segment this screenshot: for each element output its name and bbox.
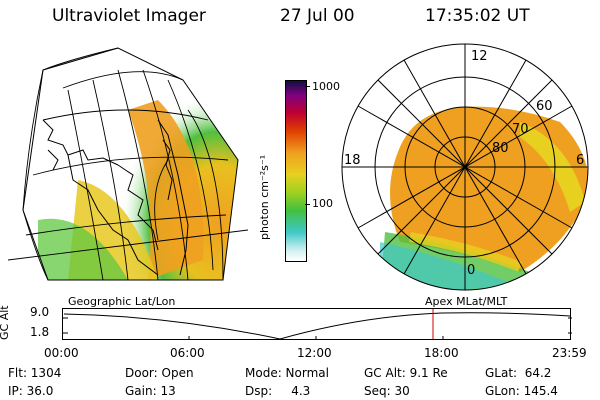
globe-outline <box>22 47 239 281</box>
coastlines <box>42 119 189 276</box>
altitude-tick-9.0: 9.0 <box>30 305 50 319</box>
mlt-label-18: 18 <box>344 153 361 168</box>
aurora-oval-band <box>128 100 204 280</box>
flight-number: Flt: 1304 <box>8 366 62 380</box>
time-label: 17:35:02 UT <box>425 6 530 26</box>
mlt-label-6: 6 <box>576 153 584 168</box>
geographic-longitude: GLon: 145.4 <box>485 384 558 398</box>
dsp-value: Dsp: 4.3 <box>245 384 311 398</box>
mlat-label-70: 70 <box>512 122 529 137</box>
geographic-latitude: GLat: 64.2 <box>485 366 552 380</box>
altitude-tick-1.8: 1.8 <box>30 325 50 339</box>
mlt-label-0: 0 <box>467 263 475 278</box>
mode-status: Mode: Normal <box>245 366 329 380</box>
time-tick-0000: 00:00 <box>44 346 79 360</box>
altitude-curve <box>63 312 571 340</box>
gain-value: Gain: 13 <box>125 384 176 398</box>
mlat-label-80: 80 <box>492 141 509 156</box>
instrument-title: Ultraviolet Imager <box>52 6 206 26</box>
apex-panel-title: Apex MLat/MLT <box>425 295 508 308</box>
mlt-label-12: 12 <box>471 49 488 64</box>
colorbar-label-1000: 1000 <box>312 80 340 93</box>
colorbar-tick-1000 <box>305 86 310 87</box>
polar-plot: 12 18 6 0 60 70 80 <box>341 43 589 291</box>
altitude-axis-label: GC Alt <box>0 305 11 340</box>
geographic-panel-title: Geographic Lat/Lon <box>68 295 176 308</box>
time-tick-2359: 23:59 <box>552 346 587 360</box>
time-tick-1200: 12:00 <box>297 346 332 360</box>
ip-value: IP: 36.0 <box>8 384 54 398</box>
colorbar <box>285 80 307 262</box>
polar-grid <box>341 43 589 291</box>
colorbar-unit-label: photon cm⁻²s⁻¹ <box>258 154 271 240</box>
colorbar-tick-100 <box>305 204 310 205</box>
sequence-value: Seq: 30 <box>364 384 410 398</box>
gc-altitude: GC Alt: 9.1 Re <box>364 366 448 380</box>
colorbar-label-100: 100 <box>312 197 333 210</box>
door-status: Door: Open <box>125 366 194 380</box>
time-tick-0600: 06:00 <box>170 346 205 360</box>
date-label: 27 Jul 00 <box>280 6 355 26</box>
time-tick-1800: 18:00 <box>424 346 459 360</box>
mlat-label-60: 60 <box>536 99 553 114</box>
altitude-plot <box>62 308 572 340</box>
geographic-image-panel <box>8 47 248 281</box>
